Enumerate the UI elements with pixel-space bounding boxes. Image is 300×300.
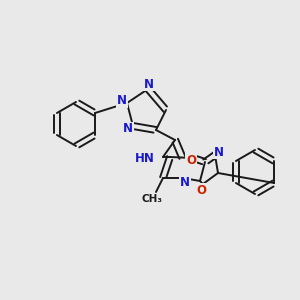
Text: N: N xyxy=(117,94,127,107)
Text: N: N xyxy=(123,122,133,136)
Text: O: O xyxy=(196,184,206,196)
Text: N: N xyxy=(214,146,224,158)
Text: O: O xyxy=(186,154,196,166)
Text: HN: HN xyxy=(135,152,155,164)
Text: N: N xyxy=(180,176,190,190)
Text: N: N xyxy=(144,77,154,91)
Text: CH₃: CH₃ xyxy=(142,194,163,204)
